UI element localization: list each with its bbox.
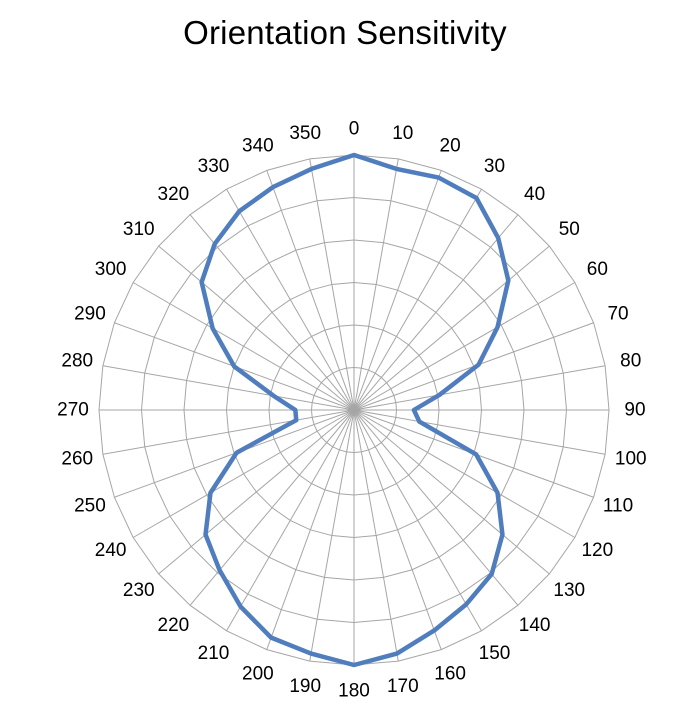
angle-label: 220 [158,615,190,636]
grid-spoke [189,214,355,411]
grid-spoke [353,409,550,575]
angle-label: 280 [61,351,93,372]
grid-spoke [353,282,576,411]
grid-spoke [226,188,355,411]
grid-spoke [309,409,355,662]
grid-spoke [226,409,355,632]
series-layer [199,152,511,668]
angle-label: 90 [624,400,645,421]
angle-label: 110 [603,496,633,517]
grid-spoke [132,409,355,538]
grid-spoke [353,365,606,411]
angle-label: 40 [524,184,545,205]
angle-label: 50 [559,219,580,240]
grid-spoke [353,409,482,632]
grid-spoke [158,245,355,411]
angle-label: 130 [553,580,585,601]
grid-spoke [353,158,399,411]
angle-label: 290 [74,303,106,324]
angle-label: 230 [123,580,155,601]
angle-label: 170 [387,676,419,697]
angle-label: 100 [615,448,647,469]
grid-spoke [102,409,355,455]
grid-spoke [158,409,355,575]
angle-label: 80 [620,351,641,372]
angle-label: 30 [484,156,505,177]
chart-title: Orientation Sensitivity [183,14,507,51]
grid-spoke [353,214,519,411]
grid-layer [98,154,610,666]
grid-spoke [266,170,355,411]
angle-label: 260 [61,448,93,469]
angle-label: 10 [392,123,413,144]
angle-label: 190 [289,676,321,697]
angle-label: 70 [607,303,628,324]
angle-label: 320 [158,184,190,205]
series-line [199,152,511,668]
angle-label: 210 [198,643,230,664]
grid-spoke [309,158,355,411]
grid-spoke [132,282,355,411]
grid-spoke [189,409,355,606]
angle-label: 140 [519,615,551,636]
angle-label: 180 [338,681,370,702]
angle-label: 340 [242,135,274,156]
angle-label: 250 [74,496,106,517]
angle-label: 350 [289,123,321,144]
grid-spoke [353,170,442,411]
angle-label: 20 [440,135,461,156]
angle-label: 310 [123,219,155,240]
angle-label: 200 [242,664,274,685]
grid-spoke [353,409,606,455]
grid-spoke [353,245,550,411]
angle-label: 60 [587,259,608,280]
grid-spoke [353,409,442,650]
angle-label: 120 [581,540,613,561]
angle-label: 300 [95,259,127,280]
grid-spoke [353,188,482,411]
angle-label: 160 [434,664,466,685]
grid-spoke [353,409,399,662]
angle-label: 0 [349,119,360,140]
angle-label: 150 [479,643,511,664]
angle-label: 330 [198,156,230,177]
grid-spoke [102,365,355,411]
grid-spoke [266,409,355,650]
angle-label: 270 [57,400,89,421]
grid-spoke [353,409,576,538]
angle-label: 240 [95,540,127,561]
